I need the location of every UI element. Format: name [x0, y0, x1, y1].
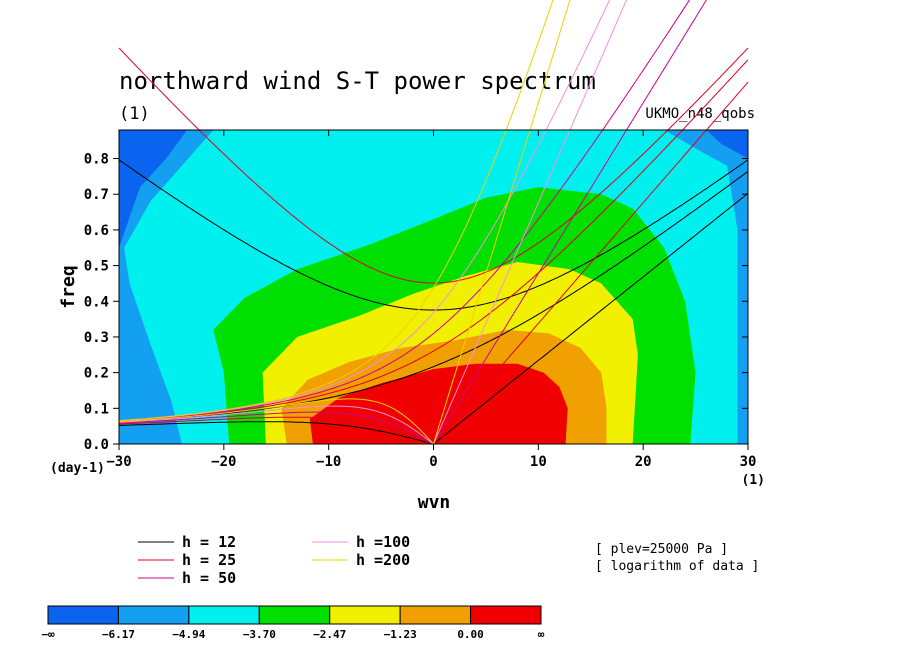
colorbar-label: −2.47 [313, 628, 346, 641]
dispersion-curve-h12-mixed-rossby-gravity [118, 170, 749, 423]
y-tick-label: 0.6 [84, 223, 109, 239]
y-tick-label: 0.3 [84, 330, 109, 346]
colorbar-label: ∞ [538, 628, 545, 641]
x-tick-label: 0 [429, 454, 437, 470]
contour-band-level-2 [119, 130, 188, 248]
dispersion-curve-h12-rossby [119, 421, 434, 445]
colorbar-segment [188, 605, 260, 625]
dispersion-curve-h100-rossby [118, 405, 434, 445]
contour-band-level-3 [706, 130, 748, 159]
source-label: UKMO_n48_qobs [645, 106, 755, 122]
x-tick-label: −20 [211, 454, 236, 470]
dispersion-curve-h25-rossby [118, 416, 434, 445]
colorbar-label: 0.00 [457, 628, 484, 641]
dispersion-curve-h50-rossby [118, 411, 434, 445]
legend-label-h25: h = 25 [182, 551, 236, 569]
y-tick-label: 0.2 [84, 366, 109, 382]
x-tick-label: 30 [740, 454, 757, 470]
x-tick-label: 10 [530, 454, 547, 470]
dispersion-curve-h200-rossby [118, 398, 434, 445]
colorbar-label: −1.23 [384, 628, 417, 641]
dispersion-curve-h200-mixed-rossby-gravity [118, 0, 554, 422]
x-unit-label: (1) [742, 473, 765, 488]
dispersion-curve-h100-mixed-rossby-gravity [118, 0, 611, 422]
x-tick-label: −10 [316, 454, 341, 470]
legend-label-h12: h = 12 [182, 533, 236, 551]
colorbar-segment [117, 605, 190, 625]
dispersion-curve-h25-kelvin [433, 81, 749, 445]
legend-label-h100: h =100 [356, 533, 410, 551]
colorbar-segment [258, 605, 331, 625]
contour-band-level-8 [309, 363, 568, 444]
colorbar-label: −6.17 [102, 628, 135, 641]
dispersion-curve-h25-mixed-rossby-gravity [118, 59, 749, 422]
x-tick-label: −30 [106, 454, 131, 470]
dispersion-curve-h50-kelvin [433, 0, 707, 445]
x-axis-label: wvn [418, 492, 451, 513]
y-tick-label: 0.1 [84, 401, 109, 417]
colorbar: −∞ −6.17 −4.94 −3.70 −2.47 −1.23 0.00 ∞ [41, 605, 545, 641]
axis-layer: −30 −20 −10 0 10 20 30 0.0 0.1 0.2 0.3 0.4 0.5 0.6 0.7… [84, 130, 757, 470]
y-tick-label: 0.8 [84, 152, 109, 168]
y-tick-label: 0.7 [84, 187, 109, 203]
dispersion-curve-h25-inertia-gravity [118, 47, 749, 284]
y-unit-label: (day-1) [50, 461, 105, 476]
y-axis-label: freq [58, 265, 79, 308]
y-tick-label: 0.0 [84, 437, 109, 453]
dispersion-curve-h200-kelvin [433, 0, 571, 445]
dispersion-curve-h50-mixed-rossby-gravity [118, 0, 691, 422]
dispersion-curve-layer [118, 0, 749, 445]
colorbar-segment [47, 605, 119, 625]
colorbar-label: −∞ [41, 628, 55, 641]
legend-label-h50: h = 50 [182, 569, 236, 587]
dispersion-curve-h12-kelvin [433, 192, 749, 445]
colorbar-label: −3.70 [243, 628, 276, 641]
colorbar-segment [470, 605, 542, 625]
colorbar-segment [329, 605, 401, 625]
dispersion-curve-h12-inertia-gravity [118, 159, 749, 311]
y-tick-label: 0.5 [84, 259, 109, 275]
log-annotation: [ logarithm of data ] [595, 559, 759, 574]
chart-subtitle: (1) [119, 104, 150, 124]
colorbar-label: −4.94 [172, 628, 205, 641]
legend-label-h200: h =200 [356, 551, 410, 569]
dispersion-curve-h100-kelvin [433, 0, 627, 445]
plev-annotation: [ plev=25000 Pa ] [595, 542, 728, 557]
x-tick-label: 20 [635, 454, 652, 470]
colorbar-segment [399, 605, 472, 625]
chart-title: northward wind S-T power spectrum [119, 67, 596, 95]
y-tick-label: 0.4 [84, 294, 109, 310]
